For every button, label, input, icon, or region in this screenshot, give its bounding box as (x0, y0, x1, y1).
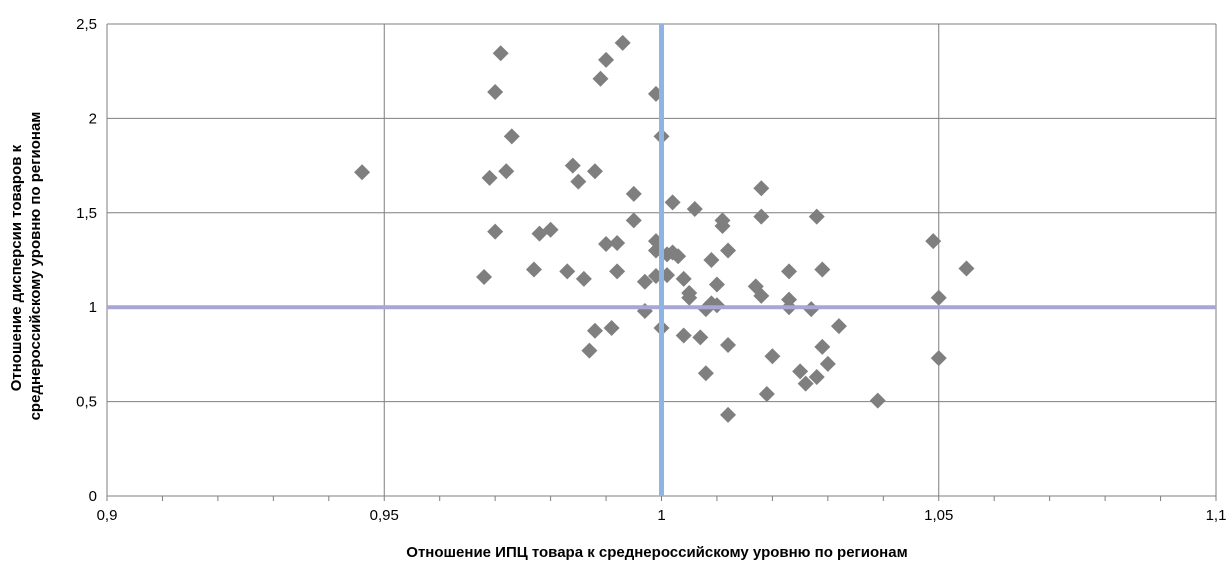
data-point (609, 263, 626, 280)
x-tick-label: 0,95 (370, 507, 399, 524)
data-point (681, 285, 698, 302)
y-tick-label: 0,5 (76, 394, 97, 411)
data-point (720, 406, 737, 423)
data-point (675, 270, 692, 287)
data-point (503, 128, 520, 145)
data-point (636, 273, 653, 290)
data-point (814, 338, 831, 355)
data-point (781, 263, 798, 280)
data-point (570, 173, 587, 190)
data-point (753, 287, 770, 304)
x-tick-label: 1,1 (1206, 507, 1227, 524)
data-point (525, 261, 542, 278)
data-point (814, 261, 831, 278)
y-tick-label: 1 (89, 299, 97, 316)
data-point (476, 268, 493, 285)
reference-lines (107, 24, 1216, 496)
data-point (758, 386, 775, 403)
data-point (819, 355, 836, 372)
data-point (708, 276, 725, 293)
data-point (753, 180, 770, 197)
data-point (609, 235, 626, 252)
data-point (925, 233, 942, 250)
data-point (830, 318, 847, 335)
data-point (581, 342, 598, 359)
data-point (625, 212, 642, 229)
data-point (792, 363, 809, 380)
data-point (753, 208, 770, 225)
data-point (625, 185, 642, 202)
data-point (664, 194, 681, 211)
y-tick-label: 2 (89, 110, 97, 127)
data-point (564, 157, 581, 174)
data-point (542, 221, 559, 238)
data-point (487, 223, 504, 240)
data-point (703, 252, 720, 268)
data-point (575, 270, 592, 287)
x-tick-label: 0,9 (97, 507, 118, 524)
data-point (930, 289, 947, 306)
data-point (686, 201, 703, 218)
data-point (720, 336, 737, 353)
data-point (598, 235, 615, 252)
data-point (720, 242, 737, 259)
data-point (692, 329, 709, 346)
y-tick-label: 2,5 (76, 16, 97, 33)
data-point (808, 369, 825, 386)
data-point (930, 350, 947, 367)
y-axis-title-line-2: среднероссийскому уровню по регионам (27, 112, 44, 421)
data-point (958, 260, 975, 277)
data-point (614, 34, 631, 51)
data-point (808, 208, 825, 225)
data-point (487, 83, 504, 100)
x-axis-tick-labels: 0,9 0,95 1 1,05 1,1 (97, 507, 1227, 524)
x-tick-label: 1,05 (924, 507, 953, 524)
data-point (697, 365, 714, 382)
data-point (670, 248, 687, 265)
y-axis-title: Отношение дисперсии товаров к среднеросс… (8, 112, 44, 421)
data-point (586, 322, 603, 339)
y-tick-label: 0 (89, 488, 97, 505)
data-point (714, 218, 731, 235)
data-point (481, 169, 498, 186)
x-axis-title: Отношение ИПЦ товара к среднероссийскому… (406, 544, 907, 561)
data-point (603, 319, 620, 336)
data-point (498, 163, 515, 180)
y-tick-label: 1,5 (76, 205, 97, 222)
data-point (354, 164, 371, 181)
data-point (797, 375, 814, 392)
y-axis-tick-labels: 0 0,5 1 1,5 2 2,5 (76, 16, 97, 505)
data-point (592, 70, 609, 87)
data-point (675, 327, 692, 344)
x-tick-label: 1 (657, 507, 665, 524)
data-point (764, 348, 781, 365)
data-point (869, 392, 886, 409)
data-point (559, 263, 576, 280)
y-axis-title-line-1: Отношение дисперсии товаров к (8, 144, 25, 391)
data-point (586, 163, 603, 180)
data-point (598, 51, 615, 68)
data-point (492, 45, 509, 62)
